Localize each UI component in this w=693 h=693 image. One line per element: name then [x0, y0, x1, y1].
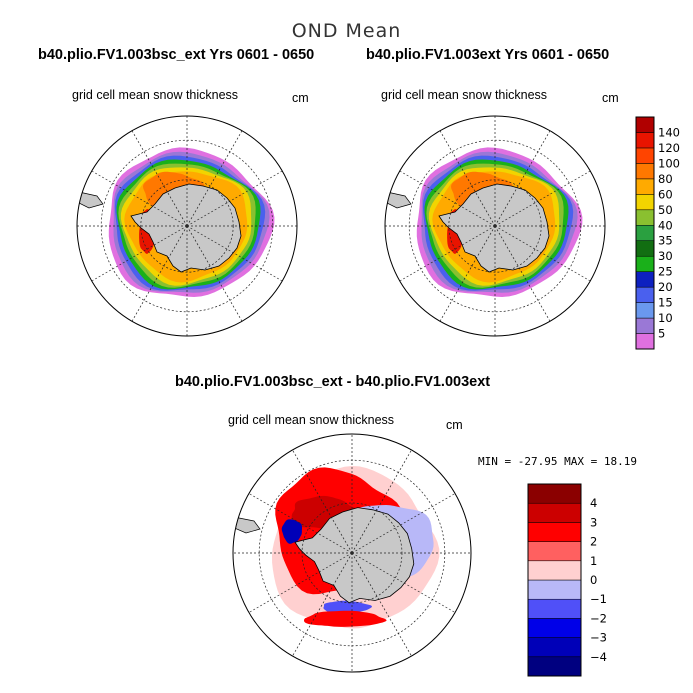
colorbar-tick-label: 30	[658, 249, 673, 263]
latitude-circle	[448, 179, 542, 273]
map-boundary	[384, 115, 606, 337]
left-snow-map	[76, 115, 298, 337]
colorbar-tick-label: −4	[590, 650, 607, 664]
colorbar-swatch	[635, 333, 655, 350]
colorbar-tick-label: 140	[658, 125, 680, 139]
colorbar-tick-label: 4	[590, 496, 597, 510]
diff-minmax-label: MIN = -27.95 MAX = 18.19	[478, 455, 637, 468]
colorbar-swatch	[527, 637, 582, 658]
colorbar-tick-label: 40	[658, 218, 673, 232]
right-variable-label: grid cell mean snow thickness	[381, 88, 548, 102]
difference-colorbar: −4 −3 −2 −1 0 1 2 3 4	[527, 483, 607, 677]
colorbar-swatch	[527, 656, 582, 677]
right-panel-title: b40.plio.FV1.003ext Yrs 0601 - 0650	[366, 47, 610, 63]
colorbar-swatch	[635, 209, 655, 226]
colorbar-border	[527, 483, 582, 677]
colorbar-swatch	[527, 483, 582, 504]
diff-panel-title: b40.plio.FV1.003bsc_ext - b40.plio.FV1.0…	[175, 374, 491, 390]
colorbar-swatch	[635, 163, 655, 180]
colorbar-tick-label: −1	[590, 592, 607, 606]
colorbar-swatch	[527, 579, 582, 600]
colorbar-tick-label: 5	[658, 327, 665, 341]
diff-negative-stripe	[323, 600, 372, 613]
colorbar-swatch	[635, 225, 655, 241]
colorbar-tick-label: 10	[658, 311, 673, 325]
antarctica-landmass	[438, 183, 550, 273]
diff-positive-stripe	[304, 610, 387, 627]
south-america-landmass	[233, 516, 261, 534]
colorbar-swatch	[635, 240, 655, 257]
colorbar-tick-label: −3	[590, 631, 607, 645]
diff-variable-label: grid cell mean snow thickness	[228, 413, 395, 427]
colorbar-tick-label: 3	[590, 515, 597, 529]
colorbar-swatch	[635, 178, 655, 195]
map-boundary	[232, 433, 472, 673]
colorbar-swatch	[635, 271, 655, 288]
colorbar-tick-label: 120	[658, 141, 680, 155]
colorbar-tick-label: 80	[658, 172, 673, 186]
diff-strong-negative	[281, 519, 302, 544]
colorbar-swatch	[527, 598, 582, 619]
left-units-label: cm	[292, 91, 309, 105]
colorbar-tick-label: 60	[658, 187, 673, 201]
colorbar-tick-label: 0	[590, 573, 597, 587]
colorbar-swatch	[635, 317, 655, 334]
figure-title: OND Mean	[291, 20, 402, 42]
colorbar-tick-label: 20	[658, 280, 673, 294]
colorbar-swatch	[527, 560, 582, 581]
colorbar-tick-label: 25	[658, 265, 673, 279]
colorbar-swatch	[635, 194, 655, 211]
colorbar-swatch	[527, 541, 582, 562]
colorbar-tick-label: 15	[658, 296, 673, 310]
colorbar-swatch	[527, 522, 582, 542]
left-panel-title: b40.plio.FV1.003bsc_ext Yrs 0601 - 0650	[38, 47, 315, 63]
colorbar-border	[635, 116, 655, 350]
colorbar-swatch	[635, 302, 655, 319]
colorbar-swatch	[527, 502, 582, 523]
difference-snow-map	[232, 433, 472, 673]
left-variable-label: grid cell mean snow thickness	[72, 88, 239, 102]
latitude-circle	[140, 179, 234, 273]
colorbar-tick-label: 35	[658, 234, 673, 248]
colorbar-swatch	[635, 286, 655, 303]
colorbar-swatch	[527, 618, 582, 638]
colorbar-swatch	[635, 255, 655, 272]
right-units-label: cm	[602, 91, 619, 105]
colorbar-tick-label: 1	[590, 554, 597, 568]
colorbar-tick-label: 2	[590, 535, 597, 549]
right-snow-map	[384, 115, 606, 337]
colorbar-swatch	[635, 132, 655, 149]
antarctica-landmass	[130, 183, 242, 273]
colorbar-tick-label: 100	[658, 156, 680, 170]
diff-units-label: cm	[446, 418, 463, 432]
colorbar-swatch	[635, 147, 655, 164]
colorbar-tick-label: 50	[658, 203, 673, 217]
colorbar-tick-label: −2	[590, 611, 607, 625]
map-boundary	[76, 115, 298, 337]
colorbar-swatch	[635, 116, 655, 133]
antarctica-landmass	[294, 507, 415, 604]
